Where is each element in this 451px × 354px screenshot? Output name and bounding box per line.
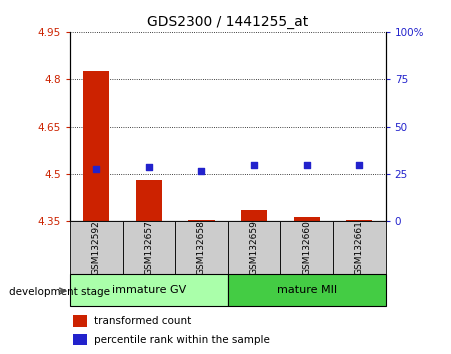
Title: GDS2300 / 1441255_at: GDS2300 / 1441255_at <box>147 16 308 29</box>
Text: GSM132592: GSM132592 <box>92 221 101 275</box>
Bar <box>123 221 175 274</box>
Point <box>250 162 258 168</box>
Bar <box>83 71 110 221</box>
Text: GSM132661: GSM132661 <box>355 220 364 275</box>
Text: immature GV: immature GV <box>112 285 186 295</box>
Bar <box>136 180 162 221</box>
Bar <box>73 315 87 327</box>
Bar <box>241 210 267 221</box>
Bar <box>70 221 123 274</box>
Text: GSM132657: GSM132657 <box>144 220 153 275</box>
Bar <box>281 221 333 274</box>
Point <box>92 166 100 172</box>
Bar <box>294 217 320 221</box>
Bar <box>175 221 228 274</box>
Bar <box>73 334 87 346</box>
Bar <box>228 221 281 274</box>
Bar <box>70 274 228 306</box>
Bar <box>189 220 215 221</box>
Text: GSM132658: GSM132658 <box>197 220 206 275</box>
Text: development stage: development stage <box>9 287 110 297</box>
Text: transformed count: transformed count <box>94 316 191 326</box>
Text: percentile rank within the sample: percentile rank within the sample <box>94 335 269 344</box>
Point <box>303 162 310 168</box>
Text: GSM132659: GSM132659 <box>249 220 258 275</box>
Bar <box>333 221 386 274</box>
Bar <box>346 220 373 221</box>
Point <box>198 168 205 174</box>
Bar <box>228 274 386 306</box>
Point <box>145 165 152 170</box>
Text: GSM132660: GSM132660 <box>302 220 311 275</box>
Text: mature MII: mature MII <box>276 285 337 295</box>
Point <box>356 162 363 168</box>
